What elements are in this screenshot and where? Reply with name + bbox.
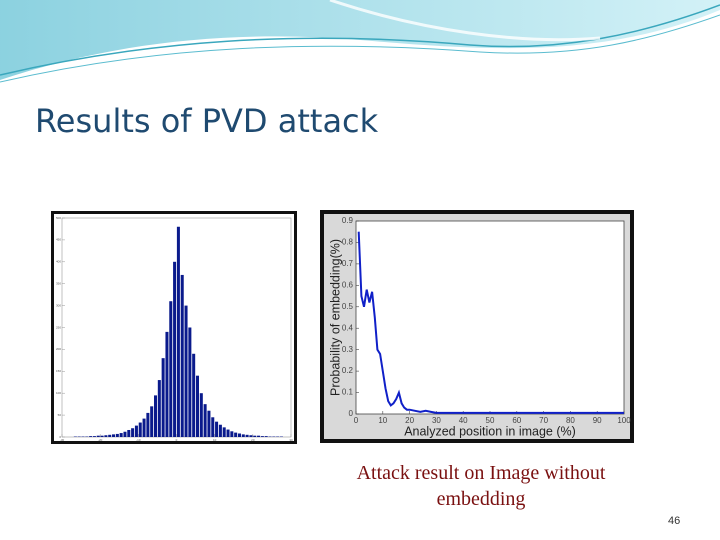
- y-tick-label: 450: [56, 238, 61, 242]
- y-tick-label: 0.7: [342, 259, 354, 268]
- slide-title: Results of PVD attack: [35, 102, 379, 140]
- y-tick-label: 0: [59, 435, 61, 439]
- bar: [180, 274, 184, 437]
- bar: [123, 431, 127, 437]
- bar: [127, 429, 131, 437]
- y-tick-label: 150: [56, 369, 61, 373]
- x-tick-label: 80: [566, 416, 575, 425]
- bar: [207, 410, 211, 437]
- bar: [119, 433, 123, 437]
- y-tick-label: 50: [58, 413, 62, 417]
- y-tick-label: 0.5: [342, 302, 354, 311]
- bar: [257, 435, 261, 437]
- histogram-chart: 0 50 100 150 200 250 300 350 400 450 500 -30 -20 -10 0…: [51, 211, 297, 444]
- x-tick-label: -20: [98, 438, 103, 442]
- bar: [142, 418, 146, 437]
- bar: [203, 404, 207, 437]
- bar: [112, 434, 116, 437]
- bar: [249, 435, 253, 437]
- bar: [176, 226, 180, 437]
- bar: [226, 429, 230, 437]
- bar: [169, 301, 173, 437]
- x-tick-label: 10: [378, 416, 387, 425]
- bar: [165, 331, 169, 437]
- y-tick-label: 400: [56, 260, 61, 264]
- bar: [134, 425, 138, 437]
- bar: [146, 412, 150, 437]
- y-tick-label: 0: [349, 409, 354, 418]
- x-axis-label: Analyzed position in image (%): [404, 424, 576, 438]
- y-tick-label: 500: [56, 216, 61, 220]
- bar: [195, 375, 199, 437]
- bar: [234, 432, 238, 437]
- data-line: [357, 231, 624, 414]
- bar: [100, 435, 104, 437]
- bar: [241, 434, 245, 437]
- y-tick-label: 0.1: [342, 388, 354, 397]
- x-tick-label: -30: [60, 438, 65, 442]
- y-tick-label: 350: [56, 281, 61, 285]
- y-tick-label: 300: [56, 303, 61, 307]
- bar: [131, 428, 135, 437]
- x-tick-label: 20: [251, 438, 255, 442]
- bar: [264, 436, 268, 437]
- x-tick-label: 10: [213, 438, 217, 442]
- bar: [150, 406, 154, 437]
- y-tick-label: 0.4: [342, 323, 354, 332]
- x-tick-label: 30: [289, 438, 293, 442]
- x-tick-label: 0: [354, 416, 359, 425]
- x-tick-label: 100: [617, 416, 631, 425]
- bar: [222, 427, 226, 437]
- bar: [115, 433, 119, 437]
- bar: [104, 435, 108, 437]
- bar: [211, 417, 215, 437]
- y-tick-label: 100: [56, 391, 61, 395]
- x-tick-label: 50: [486, 416, 495, 425]
- bar: [108, 434, 112, 437]
- line-chart: 0 0.1 0.2 0.3 0.4 0.5 0.6 0.7 0.8 0.9 0 10 20 30 40 50 6…: [320, 210, 634, 443]
- header-decoration: [0, 0, 720, 83]
- bar: [192, 353, 196, 437]
- x-tick-label: 90: [593, 416, 602, 425]
- caption: Attack result on Image without embedding: [356, 462, 606, 510]
- x-tick-label: 60: [512, 416, 521, 425]
- bar: [96, 435, 100, 437]
- bar: [89, 436, 93, 437]
- bar: [218, 424, 222, 437]
- y-tick-label: 250: [56, 325, 61, 329]
- y-tick-label: 0.9: [342, 216, 354, 225]
- bar: [138, 422, 142, 437]
- y-tick-label: 200: [56, 347, 61, 351]
- x-tick-label: -10: [136, 438, 141, 442]
- y-tick-label: 0.8: [342, 238, 354, 247]
- plot-area: [355, 220, 625, 415]
- bar: [161, 358, 165, 437]
- x-tick-label: 40: [459, 416, 468, 425]
- x-tick-label: 70: [539, 416, 548, 425]
- bar: [230, 431, 234, 437]
- y-axis-label: Probability of embedding(%): [328, 239, 342, 396]
- y-tick-label: 0.3: [342, 345, 354, 354]
- bar: [260, 436, 264, 437]
- y-tick-label: 0.2: [342, 366, 354, 375]
- x-tick-label: 20: [405, 416, 414, 425]
- bar: [184, 305, 188, 437]
- x-tick-label: 0: [176, 438, 178, 442]
- bar: [253, 435, 257, 437]
- bar: [92, 436, 96, 437]
- bar: [215, 421, 219, 437]
- page-number: 46: [668, 515, 681, 527]
- bar: [173, 261, 177, 437]
- x-tick-label: 30: [432, 416, 441, 425]
- bar: [154, 395, 158, 437]
- bar: [188, 327, 192, 437]
- bar: [199, 393, 203, 437]
- y-tick-label: 0.6: [342, 280, 354, 289]
- bar: [237, 433, 241, 437]
- bar: [245, 434, 249, 437]
- bar: [157, 380, 161, 437]
